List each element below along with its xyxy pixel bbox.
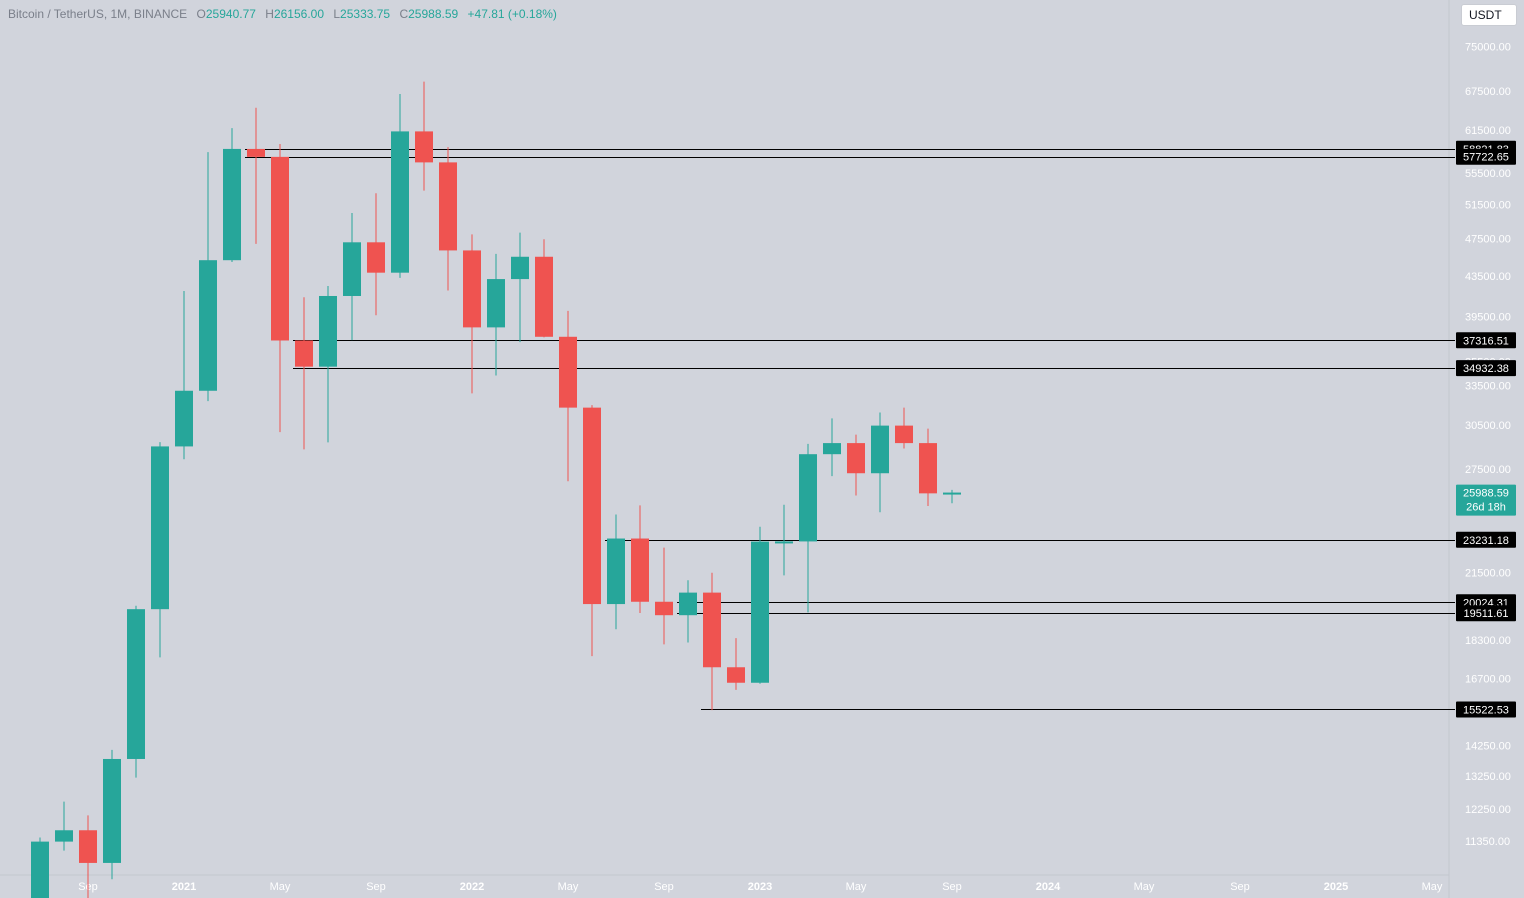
x-tick-label: Sep: [654, 881, 674, 893]
candle-body: [55, 830, 73, 842]
candle-body: [415, 131, 433, 163]
x-tick-label: May: [846, 881, 867, 893]
candle-body: [559, 336, 577, 408]
candle-body: [871, 425, 889, 474]
legend-open: 25940.77: [205, 7, 256, 21]
candle-body: [679, 592, 697, 616]
y-tick-label: 21500.00: [1465, 567, 1511, 579]
candle-body: [535, 256, 553, 337]
y-tick-label: 67500.00: [1465, 86, 1511, 98]
candle-body: [31, 841, 49, 898]
candle-body: [223, 148, 241, 261]
x-tick-label: 2024: [1036, 881, 1061, 893]
y-tick-label: 61500.00: [1465, 125, 1511, 137]
candle-body: [199, 260, 217, 391]
candle-body: [631, 538, 649, 602]
y-tick-label: 27500.00: [1465, 464, 1511, 476]
candle-body: [943, 492, 961, 495]
level-label-box: [1456, 701, 1516, 718]
candle-body: [487, 279, 505, 328]
legend-low-label: L: [333, 7, 341, 21]
candle-body: [511, 256, 529, 280]
x-tick-label: 2021: [172, 881, 196, 893]
last-price-countdown: 26d 18h: [1466, 502, 1506, 514]
legend-symbol: Bitcoin / TetherUS, 1M, BINANCE: [8, 7, 188, 21]
chart-legend: Bitcoin / TetherUS, 1M, BINANCE O25940.7…: [8, 7, 557, 21]
y-tick-label: 30500.00: [1465, 420, 1511, 432]
level-label-box: [1456, 360, 1516, 377]
candle-body: [103, 758, 121, 863]
candle-body: [799, 454, 817, 542]
y-tick-label: 51500.00: [1465, 200, 1511, 212]
candle-body: [847, 443, 865, 474]
y-tick-label: 16700.00: [1465, 674, 1511, 686]
candle-body: [319, 295, 337, 367]
legend-low: 25333.75: [340, 7, 391, 21]
y-tick-label: 75000.00: [1465, 42, 1511, 54]
level-label: 34932.38: [1463, 363, 1509, 375]
x-tick-label: Sep: [366, 881, 386, 893]
level-label: 37316.51: [1463, 335, 1509, 347]
last-price-badge: [1456, 484, 1516, 516]
y-tick-label: 33500.00: [1465, 381, 1511, 393]
candle-body: [727, 667, 745, 683]
candle-body: [127, 609, 145, 759]
candle-body: [919, 443, 937, 494]
y-tick-label: 11350.00: [1465, 836, 1510, 848]
legend-close: 25988.59: [408, 7, 459, 21]
legend-high-label: H: [265, 7, 274, 21]
legend-close-label: C: [399, 7, 409, 21]
candle-body: [607, 538, 625, 605]
currency-button[interactable]: USDT: [1461, 4, 1517, 26]
level-label: 23231.18: [1463, 535, 1509, 547]
x-tick-label: May: [1134, 881, 1155, 893]
y-tick-label: 55500.00: [1465, 168, 1511, 180]
x-tick-label: Sep: [942, 881, 962, 893]
legend-open-label: O: [196, 7, 206, 21]
y-tick-label: 14250.00: [1465, 740, 1511, 752]
candle-body: [295, 340, 313, 367]
candle-body: [895, 425, 913, 444]
x-tick-label: May: [1422, 881, 1443, 893]
candle-body: [463, 250, 481, 328]
candle-body: [247, 148, 265, 157]
candle-body: [367, 242, 385, 273]
y-tick-label: 13250.00: [1465, 771, 1511, 783]
y-tick-label: 47500.00: [1465, 234, 1511, 246]
candle-body: [271, 156, 289, 341]
y-tick-label: 18300.00: [1465, 635, 1511, 647]
level-label-box: [1456, 148, 1516, 165]
y-tick-label: 12250.00: [1465, 804, 1511, 816]
level-label-box: [1456, 531, 1516, 548]
legend-high: 26156.00: [273, 7, 325, 21]
last-price-value: 25988.59: [1463, 488, 1509, 500]
candle-body: [655, 601, 673, 616]
candle-body: [439, 162, 457, 251]
candle-body: [79, 830, 97, 863]
candle-body: [151, 446, 169, 610]
level-label-box: [1456, 332, 1516, 349]
x-tick-label: May: [270, 881, 291, 893]
level-label-box: [1456, 605, 1516, 622]
level-label: 19511.61: [1463, 608, 1508, 620]
candle-body: [823, 443, 841, 455]
legend-change: +47.81 (+0.18%): [467, 7, 557, 21]
x-tick-label: 2023: [748, 881, 772, 893]
candle-body: [391, 131, 409, 273]
candle-body: [583, 407, 601, 605]
level-label: 57722.65: [1463, 152, 1509, 164]
candle-body: [343, 242, 361, 296]
x-tick-label: Sep: [1230, 881, 1250, 893]
candle-body: [751, 541, 769, 683]
y-tick-label: 39500.00: [1465, 311, 1511, 323]
level-label: 15522.53: [1463, 704, 1509, 716]
x-tick-label: 2022: [460, 881, 484, 893]
x-tick-label: 2025: [1324, 881, 1348, 893]
y-tick-label: 43500.00: [1465, 271, 1511, 283]
candle-body: [175, 390, 193, 447]
x-tick-label: May: [558, 881, 579, 893]
candle-body: [775, 541, 793, 544]
candle-body: [703, 592, 721, 668]
